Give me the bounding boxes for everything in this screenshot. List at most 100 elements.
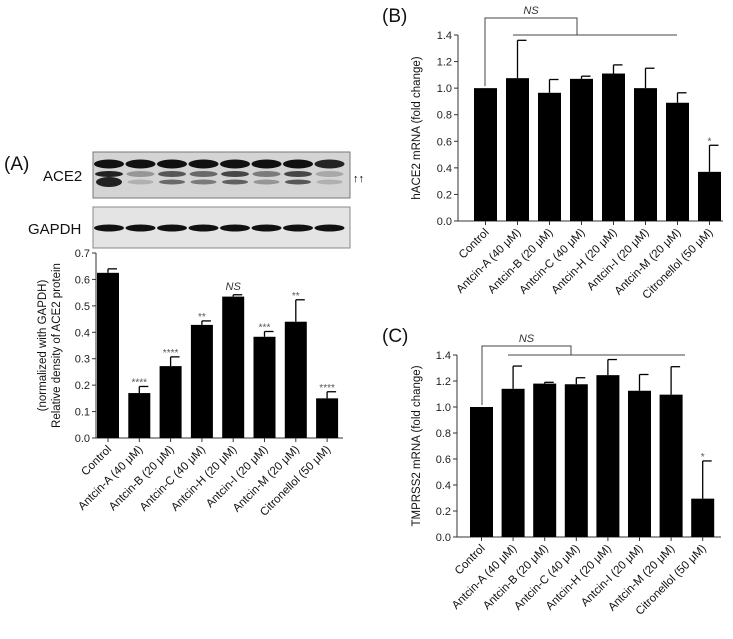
significance-label: ** [198, 312, 206, 323]
y-tick-label: 1.2 [437, 57, 452, 69]
gapdh-band [94, 224, 124, 232]
ns-bracket [484, 17, 578, 87]
ace2-band-lower [316, 179, 343, 185]
y-tick-label: 0.8 [436, 428, 451, 440]
y-tick-label: 0.6 [437, 136, 452, 148]
bar [501, 388, 525, 537]
ace2-band-lower [159, 179, 185, 185]
bar [222, 296, 245, 438]
ace2-band-upper [125, 159, 156, 169]
blot-arrows: ↑↑ [353, 173, 364, 185]
ns-bracket [481, 345, 572, 405]
ace2-band-upper [220, 159, 250, 169]
ace2-band-middle [126, 171, 155, 177]
ace2-band-upper [251, 159, 282, 169]
chart-b: (B) 0.0 0.2 0.4 0.6 0.8 1.0 1.2 1.4 hACE2 mRNA (f… [382, 5, 723, 302]
bar [474, 88, 497, 222]
gapdh-band [220, 224, 250, 232]
bar [634, 88, 657, 222]
significance-label: **** [163, 348, 179, 359]
bar [470, 407, 493, 537]
bar [602, 73, 625, 222]
y-tick-label: 0.0 [75, 433, 90, 445]
y-tick-label: 0.0 [436, 532, 451, 544]
bar [698, 171, 721, 221]
ace2-band-middle [189, 171, 218, 177]
significance-label: NS [226, 281, 242, 293]
y-tick-label: 0.2 [436, 506, 451, 518]
ace2-band-lower [96, 177, 122, 187]
bar [691, 498, 715, 537]
significance-label: *** [259, 322, 271, 333]
bar [533, 383, 557, 537]
y-tick-label: 0.6 [436, 454, 451, 466]
gapdh-band [157, 224, 187, 232]
gapdh-band [283, 224, 313, 232]
bar [666, 102, 689, 221]
bar [564, 384, 588, 537]
bar [596, 375, 620, 537]
ace2-band-lower [127, 179, 154, 185]
ace2-band-upper [188, 159, 219, 169]
ace2-band-lower [190, 179, 217, 185]
ace2-band-middle [221, 171, 249, 177]
gapdh-band [251, 224, 282, 232]
ns-label: NS [519, 333, 535, 345]
ace2-band-upper [157, 159, 187, 169]
ace2-band-middle [95, 171, 123, 177]
y-tick-label: 0.0 [437, 216, 452, 228]
panel-label: (B) [382, 6, 407, 27]
y-tick-label: 0.4 [436, 480, 451, 492]
gapdh-band [314, 224, 345, 232]
bar [284, 321, 307, 438]
bar [97, 272, 119, 438]
y-tick-label: 0.2 [437, 189, 452, 201]
y-tick-label: 0.5 [75, 301, 90, 313]
y-tick-label: 1.4 [436, 350, 451, 362]
ace2-band-upper [283, 159, 313, 169]
bar [316, 398, 339, 438]
y-tick-label: 0.4 [437, 163, 452, 175]
bar [190, 324, 213, 438]
chart-c: (C) 0.0 0.2 0.4 0.6 0.8 1.0 1.2 1.4 TMPRSS2 mRNA … [382, 326, 721, 618]
ace2-band-lower [285, 179, 311, 185]
y-tick-label: 0.1 [75, 407, 90, 419]
y-tick-label: 1.2 [436, 376, 451, 388]
y-tick-label: 0.8 [437, 110, 452, 122]
bar [506, 78, 529, 221]
blot-label-ace2: ACE2 [43, 168, 82, 185]
western-blot [92, 151, 351, 249]
y-tick-label: 0.6 [75, 274, 90, 286]
bar [570, 78, 593, 221]
gapdh-band [188, 224, 219, 232]
y-tick-label: 0.7 [75, 248, 90, 260]
y-tick-label: 1.0 [437, 83, 452, 95]
significance-label: **** [319, 383, 335, 394]
y-axis-label: (normalized with GAPDH) [37, 280, 49, 412]
ace2-band-middle [315, 171, 344, 177]
chart-a: 0.0 0.1 0.2 0.3 0.4 0.5 0.6 0.7 Relative density… [37, 248, 343, 519]
bar [159, 366, 182, 438]
ace2-band-middle [158, 171, 186, 177]
bar [253, 336, 276, 438]
y-tick-label: 1.0 [436, 402, 451, 414]
bar [538, 92, 561, 222]
panel-label-a: (A) [4, 154, 29, 175]
panel-label: (C) [382, 326, 408, 347]
y-axis-label: hACE2 mRNA (fold change) [411, 56, 423, 199]
blot-label-gapdh: GAPDH [28, 221, 81, 238]
bar [628, 390, 651, 537]
ace2-band-middle [284, 171, 312, 177]
y-tick-label: 0.3 [75, 354, 90, 366]
gapdh-band [125, 224, 156, 232]
significance-label: * [701, 452, 705, 463]
y-axis-label: Relative density of ACE2 protein [51, 263, 63, 428]
ace2-band-upper [314, 159, 345, 169]
y-tick-label: 1.4 [437, 30, 452, 42]
ace2-band-lower [253, 179, 280, 185]
significance-label: **** [132, 377, 148, 388]
y-tick-label: 0.2 [75, 380, 90, 392]
y-tick-label: 0.4 [75, 327, 90, 339]
y-axis-label: TMPRSS2 mRNA (fold change) [411, 365, 423, 526]
